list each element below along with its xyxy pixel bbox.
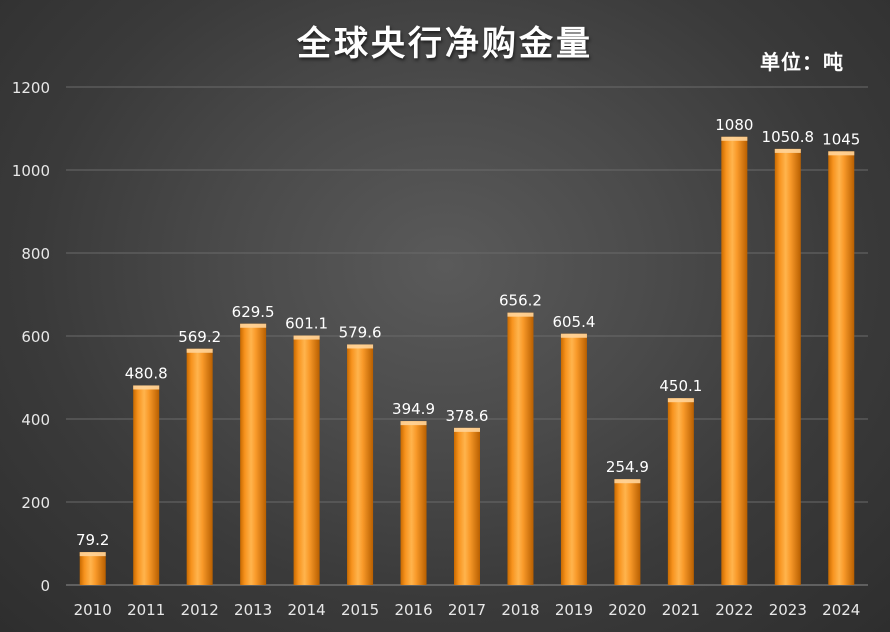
data-labels: 79.2 480.8 569.2 629.5 601.1 579.6 394.9 378.6 6… xyxy=(76,116,860,549)
x-tick-label-2012: 2012 xyxy=(181,601,219,619)
x-tick-label-2010: 2010 xyxy=(74,601,112,619)
x-tick-label-2021: 2021 xyxy=(662,601,700,619)
bar-top-highlight xyxy=(667,398,694,403)
bar-2014 xyxy=(293,335,320,585)
bar-2011 xyxy=(133,385,160,585)
y-tick-label: 800 xyxy=(21,245,50,263)
data-label-2010: 79.2 xyxy=(76,531,109,549)
bar-top-highlight xyxy=(507,312,534,317)
y-tick-label: 0 xyxy=(40,577,50,595)
bar-top-highlight xyxy=(774,148,801,153)
x-tick-label-2014: 2014 xyxy=(288,601,326,619)
data-label-2017: 378.6 xyxy=(446,407,489,425)
x-tick-label-2024: 2024 xyxy=(822,601,860,619)
bar-top-highlight xyxy=(560,333,587,338)
x-tick-label-2018: 2018 xyxy=(501,601,539,619)
y-tick-label: 200 xyxy=(21,494,50,512)
bar-top-highlight xyxy=(721,136,748,141)
bar-top-highlight xyxy=(186,348,213,353)
bar-top-highlight xyxy=(240,323,267,328)
bar-2020 xyxy=(614,479,641,585)
x-tick-label-2011: 2011 xyxy=(127,601,165,619)
unit-label: 单位：吨 xyxy=(760,50,844,74)
chart-title: 全球央行净购金量 xyxy=(297,24,593,64)
y-axis-tick-labels: 0 200 400 600 800 1000 1200 xyxy=(12,79,50,595)
bar-2017 xyxy=(454,427,480,585)
x-tick-label-2022: 2022 xyxy=(715,601,753,619)
data-label-2022: 1080 xyxy=(715,116,753,134)
data-label-2013: 629.5 xyxy=(232,303,275,321)
data-label-2023: 1050.8 xyxy=(762,128,815,146)
bar-2013 xyxy=(240,323,267,585)
x-tick-label-2016: 2016 xyxy=(394,601,432,619)
data-label-2012: 569.2 xyxy=(178,328,221,346)
data-label-2011: 480.8 xyxy=(125,364,168,382)
bar-top-highlight xyxy=(347,344,374,349)
bar-top-highlight xyxy=(293,335,320,340)
y-tick-label: 600 xyxy=(21,328,50,346)
x-axis-tick-labels: 2010 2011 2012 2013 2014 2015 2016 2017 2018 2019… xyxy=(74,601,861,619)
bar-2015 xyxy=(347,344,374,585)
data-label-2020: 254.9 xyxy=(606,458,649,476)
data-label-2015: 579.6 xyxy=(339,323,382,341)
data-label-2018: 656.2 xyxy=(499,292,542,310)
bar-2019 xyxy=(560,333,587,585)
y-tick-label: 1200 xyxy=(12,79,50,97)
bar-top-highlight xyxy=(79,552,106,557)
bar-2018 xyxy=(507,312,534,585)
bar-2022 xyxy=(721,136,748,586)
bar-2024 xyxy=(828,151,855,585)
data-label-2019: 605.4 xyxy=(552,313,595,331)
x-tick-label-2023: 2023 xyxy=(769,601,807,619)
x-tick-label-2013: 2013 xyxy=(234,601,272,619)
data-label-2021: 450.1 xyxy=(659,377,702,395)
data-label-2014: 601.1 xyxy=(285,315,328,333)
bar-top-highlight xyxy=(454,427,480,432)
x-tick-label-2020: 2020 xyxy=(608,601,646,619)
y-tick-label: 1000 xyxy=(12,162,50,180)
bar-top-highlight xyxy=(400,421,427,426)
data-label-2024: 1045 xyxy=(822,130,860,148)
y-tick-label: 400 xyxy=(21,411,50,429)
x-tick-label-2015: 2015 xyxy=(341,601,379,619)
bar-2023 xyxy=(774,148,801,585)
bars xyxy=(79,136,855,586)
x-tick-label-2017: 2017 xyxy=(448,601,486,619)
bar-2012 xyxy=(186,348,213,585)
bar-2010 xyxy=(79,552,106,585)
x-tick-label-2019: 2019 xyxy=(555,601,593,619)
bar-top-highlight xyxy=(614,479,641,484)
bar-2016 xyxy=(400,421,427,585)
bar-top-highlight xyxy=(133,385,160,390)
bar-2021 xyxy=(667,398,694,585)
data-label-2016: 394.9 xyxy=(392,400,435,418)
bar-top-highlight xyxy=(828,151,855,156)
